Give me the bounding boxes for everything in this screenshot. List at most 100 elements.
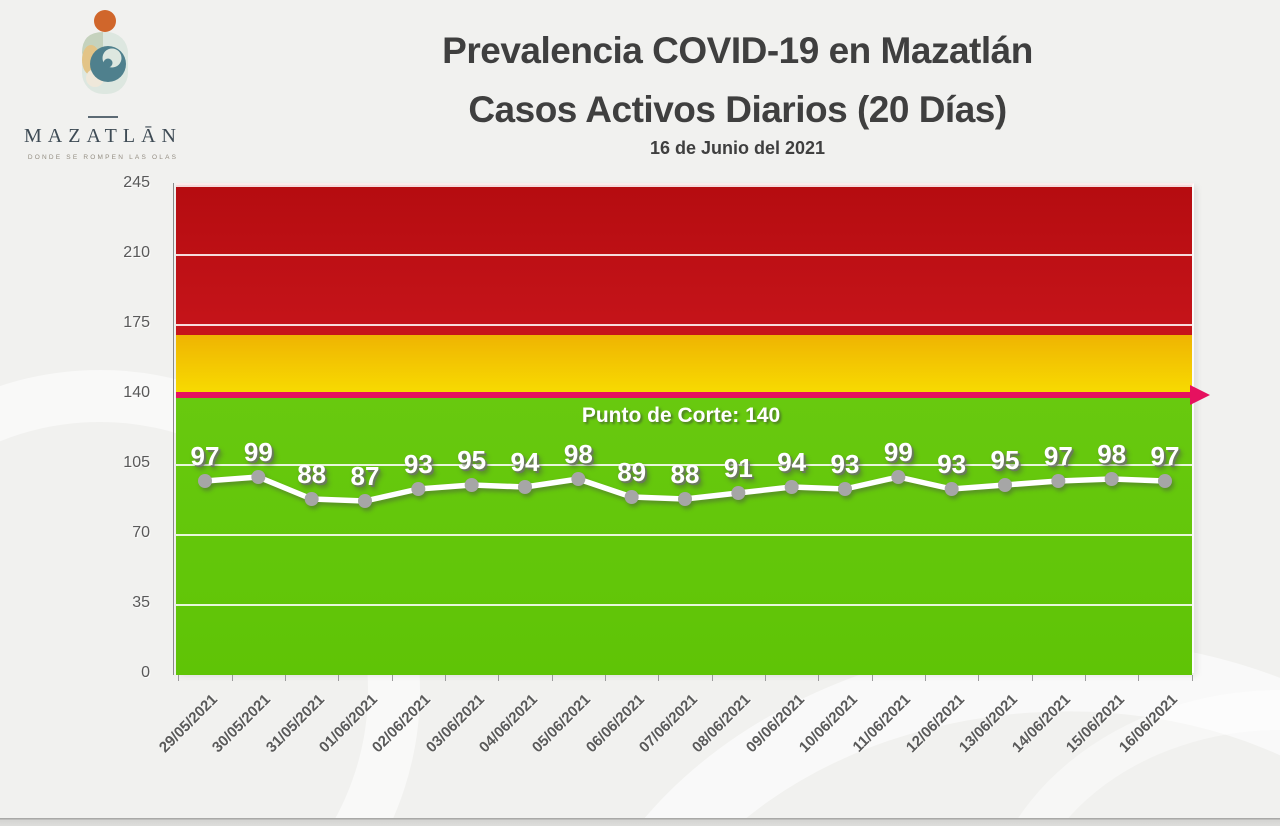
- data-point: [891, 470, 906, 484]
- gridline: [176, 254, 1192, 256]
- axis-tick: [925, 675, 926, 681]
- data-point-label-shadow: 97: [193, 443, 222, 473]
- axis-tick: [978, 675, 980, 681]
- axis-tick: [231, 675, 233, 681]
- data-point: [1104, 472, 1119, 486]
- data-point: [358, 494, 372, 508]
- logo-wordmark: MAZATLĀN: [24, 125, 182, 147]
- axis-tick: [871, 675, 873, 681]
- data-point-label-shadow: 93: [833, 451, 862, 481]
- data-point-label-shadow: 91: [726, 455, 755, 485]
- data-point: [838, 482, 852, 496]
- data-point-label: 94: [777, 447, 806, 477]
- axis-tick: [551, 675, 553, 681]
- gridline: [176, 185, 1192, 187]
- data-point-label: 87: [351, 461, 380, 491]
- data-point-label: 94: [511, 447, 540, 477]
- cutoff-line: [176, 392, 1192, 398]
- gridline: [176, 534, 1192, 536]
- y-tick-label: 140: [123, 384, 150, 401]
- data-point-label: 99: [244, 437, 273, 467]
- data-point-label-shadow: 97: [1153, 443, 1182, 473]
- data-point-label-shadow: 93: [406, 451, 435, 481]
- data-point: [944, 482, 959, 496]
- axis-tick: [711, 675, 713, 681]
- y-tick-label: 245: [123, 174, 150, 191]
- axis-tick: [1031, 675, 1033, 681]
- axis-tick: [658, 675, 660, 681]
- data-point-label: 93: [937, 449, 966, 479]
- data-point-label: 97: [1151, 441, 1180, 471]
- data-point: [518, 480, 532, 494]
- data-point-label: 95: [991, 445, 1020, 475]
- report-date: 16 de Junio del 2021: [649, 138, 826, 158]
- data-point-label-shadow: 88: [299, 461, 328, 491]
- data-point-label-shadow: 95: [459, 447, 488, 477]
- axis-tick: [765, 675, 766, 681]
- data-point: [571, 472, 586, 486]
- data-point: [624, 490, 639, 504]
- axis-tick: [605, 675, 606, 681]
- data-point-label-shadow: 89: [619, 459, 648, 489]
- data-point: [678, 492, 692, 506]
- gridline: [176, 324, 1192, 326]
- slide-bottom-edge: [0, 818, 1280, 826]
- y-tick-label: 105: [123, 454, 150, 471]
- data-point-label: 89: [617, 457, 646, 487]
- logo-tagline: DONDE SE ROMPEN LAS OLAS: [27, 154, 179, 161]
- data-point-label-shadow: 98: [566, 441, 595, 471]
- data-point-label: 95: [457, 445, 486, 475]
- data-point-label-shadow: 98: [1099, 441, 1128, 471]
- page-title: Prevalencia COVID-19 en Mazatlán: [442, 30, 1033, 71]
- band-red: [176, 185, 1192, 335]
- axis-tick: [1138, 675, 1140, 681]
- axis-tick: [818, 675, 820, 681]
- data-point-label: 93: [831, 449, 860, 479]
- data-point-label-shadow: 97: [1046, 443, 1075, 473]
- mazatlan-logo: MAZATLĀN DONDE SE ROMPEN LAS OLAS: [18, 8, 188, 161]
- data-point-label-shadow: 93: [939, 451, 968, 481]
- data-point: [411, 482, 426, 496]
- chart-header: Prevalencia COVID-19 en Mazatlán Casos A…: [275, 30, 1200, 159]
- data-point: [198, 474, 212, 488]
- seashell-logo-icon: [82, 10, 128, 94]
- logo-divider: [88, 116, 118, 118]
- data-point-label: 91: [724, 453, 753, 483]
- data-point-label-shadow: 94: [513, 449, 542, 479]
- data-point-label: 88: [297, 459, 326, 489]
- axis-tick: [391, 675, 393, 681]
- data-point-label: 98: [1097, 439, 1126, 469]
- axis-tick: [178, 675, 180, 681]
- data-point-label-shadow: 95: [993, 447, 1022, 477]
- axis-tick: [445, 675, 446, 681]
- data-point: [1158, 474, 1172, 488]
- chart-plot-area: Punto de Corte: 140 97 97 99 99 88 88 87 87 93 93…: [176, 183, 1210, 675]
- data-point-label: 98: [564, 439, 593, 469]
- x-axis-labels: 29/05/2021 30/05/2021 31/05/2021 01/06/2021…: [156, 687, 1194, 807]
- axis-tick: [1191, 675, 1193, 681]
- data-point-label-shadow: 94: [779, 449, 808, 479]
- data-point: [731, 486, 746, 500]
- axis-tick: [1085, 675, 1086, 681]
- y-tick-label: 70: [132, 524, 150, 541]
- axis-tick: [498, 675, 500, 681]
- data-point-label: 97: [1044, 441, 1073, 471]
- cutoff-label: Punto de Corte: 140: [581, 404, 781, 427]
- band-yellow: [176, 335, 1192, 395]
- data-point: [251, 470, 266, 484]
- data-point: [998, 478, 1012, 492]
- axis-tick: [285, 675, 286, 681]
- data-point: [464, 478, 479, 492]
- page-subtitle: Casos Activos Diarios (20 Días): [468, 89, 1007, 130]
- x-axis-ticks: [176, 675, 1194, 683]
- data-point: [304, 492, 319, 506]
- data-point-label-shadow: 88: [673, 461, 702, 491]
- data-point-label-shadow: 87: [353, 463, 382, 493]
- y-axis-labels: 0 35 70 105 140 175 210 245: [60, 174, 162, 681]
- y-axis-line: [173, 183, 174, 675]
- data-point-label: 97: [191, 441, 220, 471]
- y-tick-label: 175: [123, 314, 150, 331]
- y-tick-label: 35: [132, 594, 150, 611]
